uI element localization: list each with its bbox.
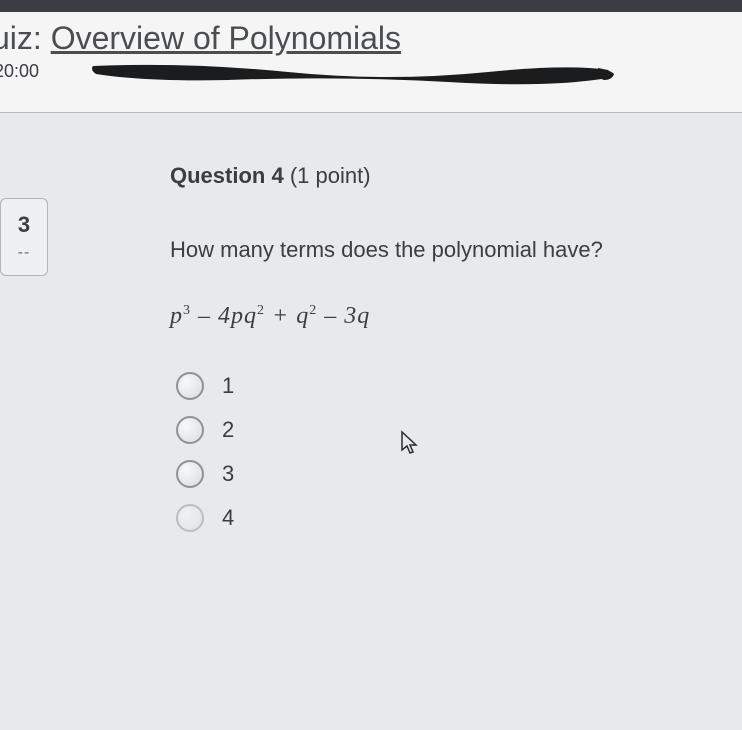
poly-op-2: +: [265, 303, 296, 329]
option-3[interactable]: 3: [176, 460, 722, 488]
poly-op-1: – 4: [191, 303, 231, 329]
radio-icon[interactable]: [176, 372, 204, 400]
poly-var-q: q: [296, 303, 309, 329]
question-header: Question 4 (1 point): [170, 163, 722, 189]
question-nav-box[interactable]: 3 --: [0, 198, 48, 276]
poly-var-q2: q: [357, 303, 370, 329]
question-text: How many terms does the polynomial have?: [170, 237, 722, 263]
option-2[interactable]: 2: [176, 416, 722, 444]
quiz-header: uiz: Overview of Polynomials 20:00: [0, 12, 742, 113]
nav-status-dashes: --: [18, 244, 31, 262]
radio-icon[interactable]: [176, 416, 204, 444]
poly-var-pq: pq: [231, 303, 257, 329]
question-points: (1 point): [290, 163, 371, 188]
question-label: Question: [170, 163, 265, 188]
nav-question-number: 3: [18, 212, 30, 238]
question-panel: Question 4 (1 point) How many terms does…: [60, 163, 742, 532]
window-top-bar: [0, 0, 742, 12]
content-area: 3 -- Question 4 (1 point) How many terms…: [0, 113, 742, 532]
title-underlined: Overview of Polynomials: [51, 20, 401, 56]
option-label: 1: [222, 373, 234, 399]
answer-options: 1 2 3 4: [170, 372, 722, 532]
question-number: 4: [271, 163, 283, 188]
option-4[interactable]: 4: [176, 504, 722, 532]
poly-op-3: – 3: [317, 303, 357, 329]
cursor-icon: [400, 430, 420, 456]
radio-icon[interactable]: [176, 504, 204, 532]
option-label: 4: [222, 505, 234, 531]
title-prefix: uiz:: [0, 20, 51, 56]
option-label: 2: [222, 417, 234, 443]
poly-exp-3: 3: [183, 303, 191, 318]
question-nav-sidebar: 3 --: [0, 163, 60, 532]
option-label: 3: [222, 461, 234, 487]
polynomial-expression: p3 – 4pq2 + q2 – 3q: [170, 303, 722, 330]
poly-exp-2a: 2: [257, 303, 265, 318]
option-1[interactable]: 1: [176, 372, 722, 400]
poly-var-p: p: [170, 303, 183, 329]
quiz-title: uiz: Overview of Polynomials: [0, 20, 742, 57]
poly-exp-2b: 2: [309, 303, 317, 318]
radio-icon[interactable]: [176, 460, 204, 488]
redaction-scribble: [88, 54, 618, 94]
